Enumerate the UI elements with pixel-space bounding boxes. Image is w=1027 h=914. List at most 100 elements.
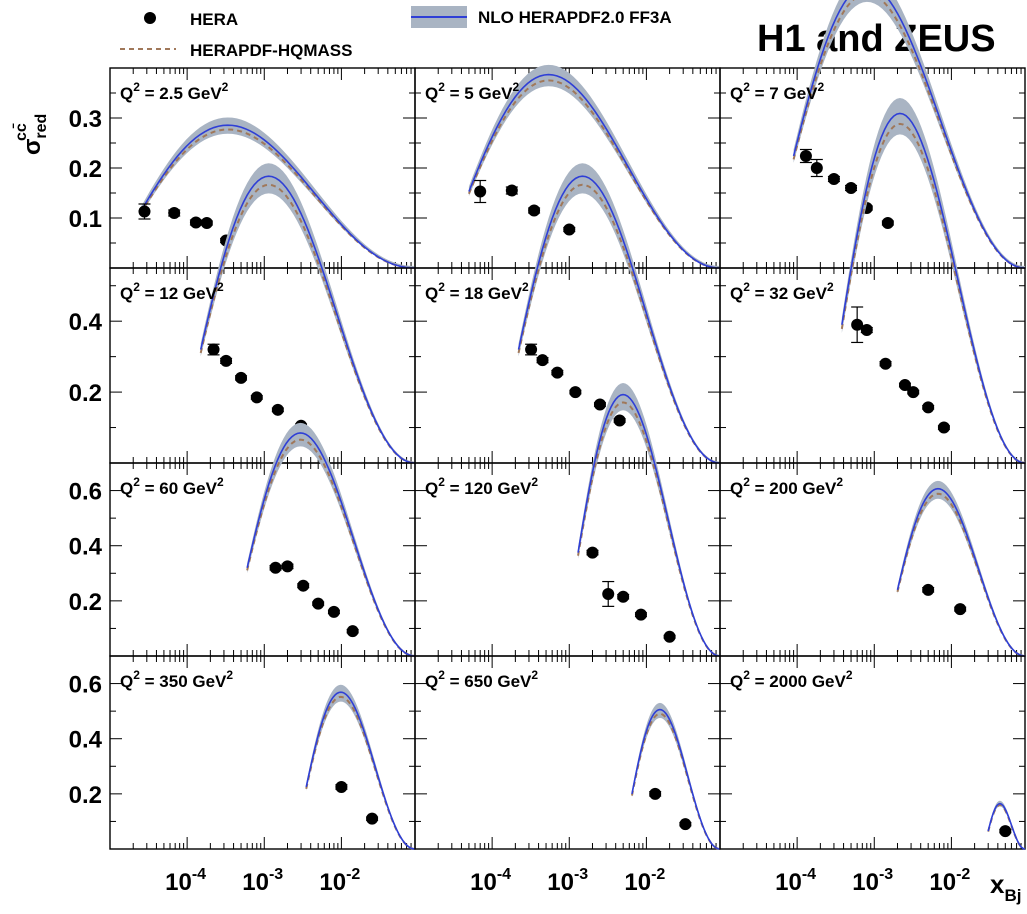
panel-q2-label: Q2 = 5 GeV2 bbox=[425, 80, 520, 103]
nlo-uncertainty-band bbox=[988, 800, 1025, 849]
nlo-curve bbox=[841, 112, 1026, 464]
data-point bbox=[551, 366, 564, 379]
data-point bbox=[220, 354, 233, 367]
data-point bbox=[879, 357, 892, 370]
data-point bbox=[799, 150, 812, 162]
data-point bbox=[617, 590, 630, 603]
data-point bbox=[505, 184, 518, 197]
data-point bbox=[269, 561, 282, 574]
data-point bbox=[366, 812, 379, 825]
y-tick-label: 0.1 bbox=[69, 206, 102, 233]
panel-q2-label: Q2 = 200 GeV2 bbox=[730, 475, 843, 498]
panel-q2-label: Q2 = 2.5 GeV2 bbox=[120, 80, 229, 103]
x-tick-label: 10-3 bbox=[852, 866, 893, 896]
hqmass-curve bbox=[305, 695, 416, 850]
x-tick-label: 10-3 bbox=[242, 866, 283, 896]
data-point bbox=[663, 630, 676, 643]
x-tick-labels: 10-4 10-3 10-2 10-4 10-3 10-2 10-4 10-3 10-2 bbox=[165, 866, 970, 896]
data-point bbox=[563, 223, 576, 236]
data-point bbox=[189, 216, 202, 229]
data-point bbox=[569, 386, 582, 399]
nlo-curve bbox=[517, 175, 721, 464]
nlo-curve bbox=[140, 124, 416, 269]
data-point bbox=[851, 318, 864, 331]
hqmass-curve bbox=[246, 438, 416, 657]
data-point bbox=[474, 185, 487, 198]
data-point bbox=[937, 421, 950, 434]
data-point bbox=[335, 780, 348, 793]
data-point bbox=[200, 217, 213, 229]
ylabel-sub: red bbox=[33, 114, 50, 139]
nlo-curve bbox=[199, 175, 416, 464]
panel: Q2 = 650 GeV2 bbox=[414, 655, 721, 850]
y-axis-title: σred cc̄ bbox=[11, 114, 50, 155]
data-point bbox=[922, 583, 935, 596]
data-point bbox=[679, 818, 692, 831]
data-point bbox=[297, 579, 310, 592]
nlo-uncertainty-band bbox=[200, 163, 415, 463]
data-point bbox=[613, 414, 626, 427]
data-point bbox=[860, 324, 873, 337]
y-tick-label: 0.4 bbox=[69, 727, 103, 754]
data-point bbox=[525, 343, 538, 356]
panel-q2-label: Q2 = 350 GeV2 bbox=[120, 668, 233, 691]
panel-q2-label: Q2 = 7 GeV2 bbox=[730, 80, 825, 103]
experiment-title: H1 and ZEUS bbox=[757, 18, 996, 60]
panel-grid: 0.1 0.2 0.3 Q2 = 2.5 GeV2 Q2 = 5 GeV2 Q2 = 7 … bbox=[69, 0, 1026, 850]
data-point bbox=[907, 386, 920, 399]
y-tick-label: 0.2 bbox=[69, 156, 102, 183]
panel-q2-label: Q2 = 60 GeV2 bbox=[120, 475, 224, 498]
svg-text:σred: σred bbox=[19, 114, 50, 155]
data-point bbox=[898, 379, 911, 391]
nlo-curve bbox=[468, 73, 721, 269]
data-point bbox=[922, 401, 935, 414]
y-tick-label: 0.4 bbox=[69, 309, 103, 336]
x-tick-label: 10-2 bbox=[929, 866, 970, 896]
x-tick-label: 10-2 bbox=[624, 866, 665, 896]
legend-hqmass-label: HERAPDF-HQMASS bbox=[190, 41, 352, 60]
data-point bbox=[827, 173, 840, 185]
nlo-curve bbox=[246, 432, 416, 657]
data-point bbox=[536, 354, 549, 367]
panel: 0.2 0.4 0.6 Q2 = 60 GeV2 bbox=[69, 422, 416, 657]
data-point bbox=[881, 217, 894, 229]
y-tick-label: 0.3 bbox=[69, 106, 102, 133]
y-tick-label: 0.6 bbox=[69, 479, 102, 506]
data-point bbox=[168, 207, 181, 219]
nlo-curve bbox=[896, 487, 1026, 657]
panel: Q2 = 200 GeV2 bbox=[719, 462, 1026, 657]
data-point bbox=[586, 546, 599, 559]
xlabel-main: x bbox=[990, 869, 1005, 899]
y-tick-label: 0.2 bbox=[69, 589, 102, 616]
ylabel-main: σ bbox=[19, 139, 46, 155]
legend: HERA NLO HERAPDF2.0 FF3A HERAPDF-HQMASS … bbox=[120, 6, 996, 60]
y-tick-label: 0.2 bbox=[69, 782, 102, 809]
nlo-uncertainty-band bbox=[897, 480, 1025, 656]
data-point bbox=[634, 608, 647, 621]
data-point bbox=[593, 398, 606, 411]
y-tick-label: 0.6 bbox=[69, 672, 102, 699]
panel-q2-label: Q2 = 18 GeV2 bbox=[425, 280, 529, 303]
legend-hera-label: HERA bbox=[190, 10, 238, 29]
data-point bbox=[250, 391, 263, 404]
data-point bbox=[602, 587, 615, 600]
y-tick-label: 0.2 bbox=[69, 380, 102, 407]
svg-text:xBj: xBj bbox=[990, 869, 1021, 905]
x-tick-label: 10-3 bbox=[547, 866, 588, 896]
x-axis-title: xBj bbox=[990, 869, 1021, 905]
data-point bbox=[999, 825, 1012, 838]
legend-hera-marker bbox=[144, 12, 156, 24]
panel: Q2 = 120 GeV2 bbox=[414, 383, 721, 657]
nlo-uncertainty-band bbox=[306, 684, 415, 849]
data-point bbox=[281, 560, 294, 573]
x-tick-label: 10-2 bbox=[319, 866, 360, 896]
data-point bbox=[271, 403, 284, 416]
nlo-uncertainty-band bbox=[631, 702, 720, 849]
data-point bbox=[528, 204, 541, 217]
data-point bbox=[138, 205, 151, 218]
panel: 0.1 0.2 0.3 Q2 = 2.5 GeV2 bbox=[69, 67, 416, 269]
panel-q2-label: Q2 = 2000 GeV2 bbox=[730, 668, 853, 691]
data-point bbox=[346, 625, 359, 638]
panel-q2-label: Q2 = 650 GeV2 bbox=[425, 668, 538, 691]
